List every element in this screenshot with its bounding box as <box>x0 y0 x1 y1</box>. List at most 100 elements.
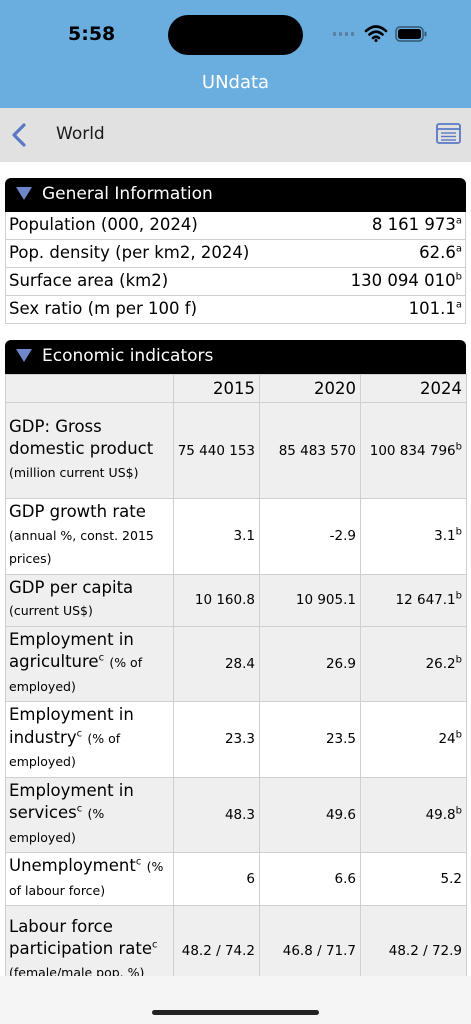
value-text: 6.6 <box>334 871 356 887</box>
footnote-marker: a <box>455 243 462 255</box>
footnote-marker: b <box>455 526 462 538</box>
chevron-left-icon[interactable] <box>8 121 32 149</box>
year-header: 2020 <box>259 374 361 403</box>
info-row: Pop. density (per km2, 2024) 62.6a <box>5 240 466 268</box>
value-text: 49.6 <box>325 806 356 823</box>
table-header-row: 2015 2020 2024 <box>5 374 467 403</box>
section-title: Economic indicators <box>42 346 214 366</box>
table-row: Employment in servicesc (% employed) 48.3… <box>5 776 467 853</box>
value-text: 10 160.8 <box>194 592 255 608</box>
info-value-text: 130 094 010 <box>350 271 456 290</box>
table-row: GDP: Gross domestic product (million cur… <box>5 402 467 499</box>
info-row: Sex ratio (m per 100 f) 101.1a <box>5 296 466 324</box>
section-title: General Information <box>42 184 213 204</box>
footnote-marker: c <box>76 803 83 815</box>
dynamic-island <box>168 15 303 55</box>
value-text: 26.2 <box>425 655 456 672</box>
value-text: 6 <box>246 871 255 887</box>
indicator-value: -2.9 <box>259 498 361 575</box>
info-label: Surface area (km2) <box>9 271 169 290</box>
footnote-marker: a <box>455 299 462 311</box>
indicator-label: GDP: Gross domestic product (million cur… <box>5 402 174 499</box>
footnote-marker: b <box>455 441 462 452</box>
indicator-value: 3.1b <box>360 498 467 575</box>
indicator-unit: (current US$) <box>9 603 93 618</box>
nav-bar: World <box>0 108 471 162</box>
indicator-value: 24b <box>360 701 467 778</box>
footnote-marker: b <box>455 654 462 666</box>
table-row: GDP per capita (current US$) 10 160.8 10 9… <box>5 573 467 627</box>
indicator-name: GDP growth rate <box>9 502 146 521</box>
indicator-name: Employment in agriculture <box>9 629 134 672</box>
value-text: 3.1 <box>233 528 255 545</box>
indicator-unit: (annual %, const. 2015 prices) <box>9 527 154 567</box>
indicator-value: 23.3 <box>173 701 260 778</box>
value-text: -2.9 <box>329 528 356 545</box>
home-area <box>0 976 471 1024</box>
indicator-name: GDP per capita <box>9 577 134 597</box>
indicator-value: 75 440 153 <box>173 402 260 499</box>
collapse-triangle-icon <box>16 187 32 200</box>
indicator-value: 6 <box>173 852 260 906</box>
status-time: 5:58 <box>68 23 116 45</box>
indicator-value: 6.6 <box>259 852 361 906</box>
battery-icon <box>395 26 427 42</box>
app-title: UNdata <box>201 72 270 93</box>
indicator-unit: (% employed) <box>9 806 105 845</box>
indicator-value: 85 483 570 <box>259 402 361 499</box>
indicator-name: GDP: Gross domestic product <box>9 416 154 459</box>
table-row: Employment in agriculturec (% of employe… <box>5 625 467 702</box>
indicator-value: 23.5 <box>259 701 361 778</box>
general-information-header[interactable]: General Information <box>5 178 466 212</box>
value-text: 85 483 570 <box>278 442 356 459</box>
indicator-unit: (million current US$) <box>9 464 139 480</box>
year-header: 2024 <box>360 374 467 403</box>
table-row: GDP growth rate (annual %, const. 2015 p… <box>5 498 467 575</box>
indicator-value: 5.2 <box>360 852 467 906</box>
value-text: 26.9 <box>325 655 356 672</box>
footnote-marker: c <box>152 939 158 951</box>
value-text: 48.3 <box>224 806 255 823</box>
indicator-label: Employment in industryc (% of employed) <box>5 701 174 778</box>
economic-indicators-section: Economic indicators 2015 2020 2024 GDP: … <box>5 340 467 996</box>
indicator-unit: (% of employed) <box>9 655 143 694</box>
home-indicator[interactable] <box>152 1010 319 1015</box>
status-icons <box>333 25 427 42</box>
value-text: 75 440 153 <box>177 442 255 459</box>
indicator-value: 12 647.1b <box>360 573 467 627</box>
indicator-value: 26.2b <box>360 625 467 702</box>
footnote-marker: b <box>455 729 462 741</box>
value-text: 23.5 <box>325 731 356 748</box>
value-text: 10 905.1 <box>295 592 356 608</box>
indicator-value: 28.4 <box>173 625 260 702</box>
info-row: Surface area (km2) 130 094 010b <box>5 268 466 296</box>
value-text: 100 834 796 <box>369 442 456 459</box>
value-text: 3.1 <box>434 528 456 545</box>
value-text: 46.8 / 71.7 <box>282 942 356 959</box>
table-row: Unemploymentc (% of labour force) 6 6.6 5.2 <box>5 852 467 906</box>
footnote-marker: b <box>455 590 462 602</box>
general-information-rows: Population (000, 2024) 8 161 973a Pop. den… <box>5 212 466 324</box>
indicator-value: 100 834 796b <box>360 402 467 499</box>
value-text: 49.8 <box>425 806 456 823</box>
indicator-value: 49.8b <box>360 776 467 853</box>
info-value-text: 62.6 <box>419 243 456 262</box>
indicator-name: Employment in services <box>9 780 134 823</box>
footnote-marker: c <box>76 728 83 739</box>
value-text: 23.3 <box>224 731 255 748</box>
footnote-marker: b <box>455 271 462 283</box>
footnote-marker: c <box>135 856 142 868</box>
indicator-value: 10 905.1 <box>259 573 361 627</box>
indicator-unit: (% of employed) <box>9 730 121 770</box>
indicator-name: Employment in industry <box>9 705 134 747</box>
economic-indicators-header[interactable]: Economic indicators <box>5 340 466 374</box>
list-icon[interactable] <box>436 123 461 145</box>
info-value: 130 094 010b <box>351 271 462 290</box>
indicator-value: 48.3 <box>173 776 260 853</box>
indicator-label: GDP per capita (current US$) <box>5 573 174 627</box>
indicator-label: Employment in agriculturec (% of employe… <box>5 625 174 702</box>
indicator-value: 10 160.8 <box>173 573 260 627</box>
indicator-value: 3.1 <box>173 498 260 575</box>
value-text: 5.2 <box>440 871 462 887</box>
value-text: 12 647.1 <box>395 592 456 608</box>
